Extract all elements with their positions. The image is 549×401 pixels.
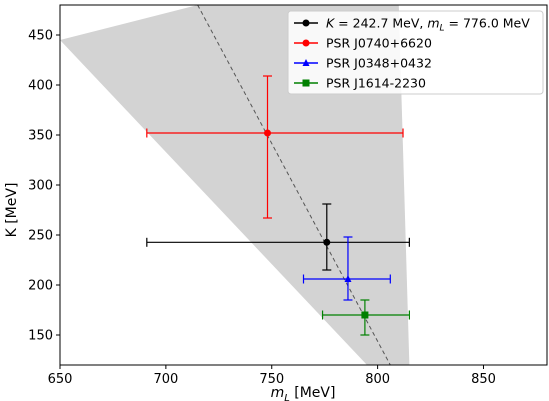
- y-tick-label: 150: [28, 329, 53, 344]
- data-point: [344, 275, 352, 282]
- x-tick-label: 850: [471, 372, 496, 387]
- x-axis-label-symbol: m: [271, 385, 285, 401]
- y-tick-label: 200: [28, 279, 53, 294]
- legend-marker: [302, 79, 310, 87]
- legend-marker: [302, 39, 310, 47]
- x-tick-label: 650: [48, 372, 73, 387]
- dashed-trend-line: [197, 5, 391, 365]
- legend-marker: [302, 59, 310, 66]
- legend-box: [287, 10, 544, 95]
- y-tick-label: 350: [28, 129, 53, 144]
- y-tick-label: 400: [28, 79, 53, 94]
- legend-label: PSR J1614-2230: [326, 76, 426, 91]
- y-tick-label: 250: [28, 229, 53, 244]
- legend-entry-0: K = 242.7 MeV, mL = 776.0 MeV: [294, 16, 530, 34]
- series-0: [146, 203, 410, 271]
- x-axis-label-subscript: L: [284, 393, 290, 401]
- data-point: [323, 238, 331, 246]
- legend-entry-3: PSR J1614-2230: [294, 76, 426, 91]
- x-tick-label: 800: [365, 372, 390, 387]
- axes: 650 700 750 800 850 150 200 250 300 350 400 450: [28, 4, 548, 387]
- y-tick-label: 300: [28, 179, 53, 194]
- x-axis-label: mL [MeV]: [271, 385, 336, 401]
- legend-label: K = 242.7 MeV, mL = 776.0 MeV: [326, 16, 530, 34]
- data-point: [361, 311, 369, 319]
- legend-marker: [302, 19, 310, 27]
- legend-entry-1: PSR J0740+6620: [294, 36, 432, 51]
- x-tick-label: 750: [259, 372, 284, 387]
- legend-label: PSR J0348+0432: [326, 56, 432, 71]
- y-tick-label: 450: [28, 29, 53, 44]
- x-axis-label-unit: [MeV]: [290, 385, 336, 401]
- legend-entry-2: PSR J0348+0432: [294, 56, 432, 71]
- shaded-region: [60, 5, 410, 365]
- legend-label: PSR J0740+6620: [326, 36, 432, 51]
- data-point: [264, 129, 272, 137]
- y-axis-label: K [MeV]: [4, 183, 20, 238]
- series-2: [302, 236, 391, 301]
- x-tick-label: 700: [153, 372, 178, 387]
- series-3: [321, 299, 410, 336]
- legend: K = 242.7 MeV, mL = 776.0 MeV PSR J0740+6…: [287, 10, 544, 95]
- plot-area: [60, 5, 410, 365]
- series-1: [146, 75, 404, 219]
